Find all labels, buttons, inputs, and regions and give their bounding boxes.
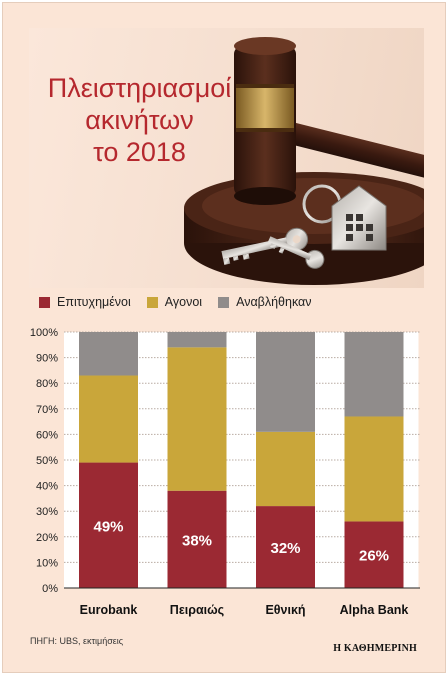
gavel-illustration — [184, 37, 424, 285]
data-label: 49% — [93, 518, 123, 535]
legend-swatch — [39, 296, 50, 308]
hero-image: Πλειστηριασμοί ακινήτων το 2018 — [29, 28, 424, 288]
bar-segment — [256, 332, 315, 432]
y-tick-label: 40% — [36, 481, 58, 493]
y-tick-label: 90% — [36, 353, 58, 365]
y-tick-label: 70% — [36, 404, 58, 416]
brand-logo: Η ΚΑΘΗΜΕΡΙΝΗ — [333, 643, 417, 654]
legend-label: Αγονοι — [164, 295, 203, 309]
bar-segment — [344, 416, 404, 522]
title-line: ακινήτων — [85, 105, 194, 135]
y-tick-label: 50% — [36, 455, 58, 467]
legend-swatch — [146, 296, 158, 308]
legend-label: Αναβλήθηκαν — [236, 295, 312, 309]
bar-segment — [167, 347, 227, 491]
bar-segment — [167, 332, 227, 348]
y-tick-label: 20% — [36, 532, 58, 544]
x-tick-label: Eurobank — [80, 603, 138, 617]
bar-segment — [79, 375, 138, 463]
bar-segment — [256, 431, 315, 507]
y-tick-label: 30% — [36, 506, 58, 518]
y-tick-label: 0% — [42, 583, 58, 595]
title-line: Πλειστηριασμοί — [47, 73, 232, 103]
legend-label: Επιτυχημένοι — [57, 295, 131, 309]
bar-segment — [344, 521, 404, 588]
legend-item-postponed: Αναβλήθηκαν — [218, 295, 312, 309]
bar-segment — [79, 332, 138, 376]
data-label: 38% — [182, 532, 212, 549]
title-line: το 2018 — [93, 137, 186, 167]
y-tick-label: 60% — [36, 429, 58, 441]
legend-swatch — [218, 296, 230, 308]
legend-item-success: Επιτυχημένοι — [39, 295, 131, 309]
y-tick-label: 10% — [36, 557, 58, 569]
bar-segment — [79, 462, 138, 588]
y-tick-label: 100% — [30, 327, 58, 339]
bar-segment — [344, 332, 404, 417]
page-title: Πλειστηριασμοί ακινήτων το 2018 — [37, 72, 242, 168]
bar-segment — [256, 506, 315, 588]
x-tick-label: Πειραιώς — [170, 603, 224, 617]
y-tick-label: 80% — [36, 378, 58, 390]
x-tick-label: Alpha Bank — [340, 603, 409, 617]
data-label: 32% — [270, 540, 300, 557]
source-note: ΠΗΓΗ: UBS, εκτιμήσεις — [30, 636, 124, 646]
bar-segment — [167, 490, 227, 588]
data-label: 26% — [359, 548, 389, 565]
chart-legend: Επιτυχημένοι Αγονοι Αναβλήθηκαν — [39, 293, 328, 311]
x-tick-label: Εθνική — [265, 603, 305, 617]
legend-item-fruitless: Αγονοι — [146, 295, 203, 309]
